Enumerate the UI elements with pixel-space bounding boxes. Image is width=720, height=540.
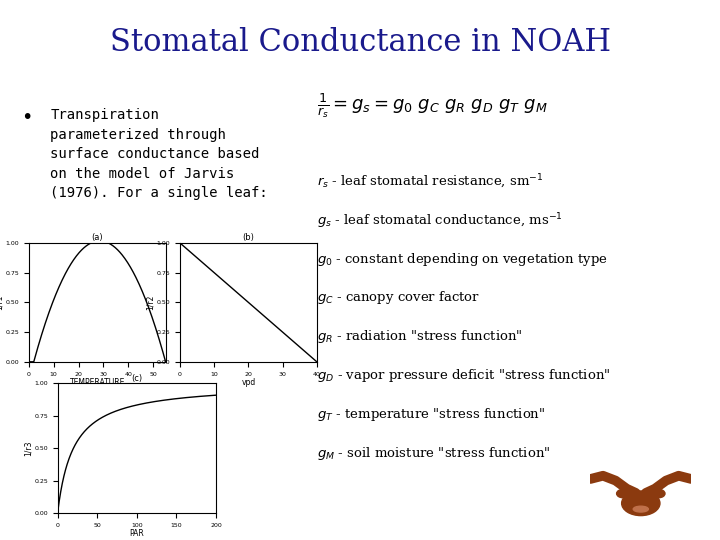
X-axis label: PAR: PAR [130, 529, 144, 538]
Text: $g_s$ - leaf stomatal conductance, ms$^{-1}$: $g_s$ - leaf stomatal conductance, ms$^{… [317, 212, 563, 231]
Title: (c): (c) [131, 374, 143, 383]
Text: Transpiration
parameterized through
surface conductance based
on the model of Ja: Transpiration parameterized through surf… [50, 108, 268, 200]
Title: (b): (b) [243, 233, 254, 242]
Y-axis label: 1/r3: 1/r3 [24, 441, 32, 456]
Text: $g_M$ - soil moisture "stress function": $g_M$ - soil moisture "stress function" [317, 445, 550, 462]
Circle shape [616, 489, 630, 498]
Circle shape [652, 489, 665, 498]
Text: •: • [22, 108, 33, 127]
Text: $g_R$ - radiation "stress function": $g_R$ - radiation "stress function" [317, 328, 523, 345]
Ellipse shape [634, 506, 648, 512]
Text: $g_0$ - constant depending on vegetation type: $g_0$ - constant depending on vegetation… [317, 251, 608, 267]
Y-axis label: 1/r1: 1/r1 [0, 295, 4, 310]
Text: $g_T$ - temperature "stress function": $g_T$ - temperature "stress function" [317, 406, 545, 423]
Text: $\frac{1}{r_s} = g_s = g_0 \ g_C \ g_R \ g_D \ g_T \ g_M$: $\frac{1}{r_s} = g_s = g_0 \ g_C \ g_R \… [317, 92, 548, 120]
Text: $g_C$ - canopy cover factor: $g_C$ - canopy cover factor [317, 289, 480, 306]
X-axis label: vpd: vpd [241, 378, 256, 387]
X-axis label: TEMPERATURE: TEMPERATURE [70, 378, 125, 387]
Circle shape [621, 491, 660, 516]
Text: Stomatal Conductance in NOAH: Stomatal Conductance in NOAH [109, 27, 611, 58]
Text: $r_s$ - leaf stomatal resistance, sm$^{-1}$: $r_s$ - leaf stomatal resistance, sm$^{-… [317, 173, 544, 191]
Y-axis label: 1/r2: 1/r2 [146, 295, 155, 310]
Title: (a): (a) [91, 233, 103, 242]
Text: $g_D$ - vapor pressure deficit "stress function": $g_D$ - vapor pressure deficit "stress f… [317, 367, 611, 384]
